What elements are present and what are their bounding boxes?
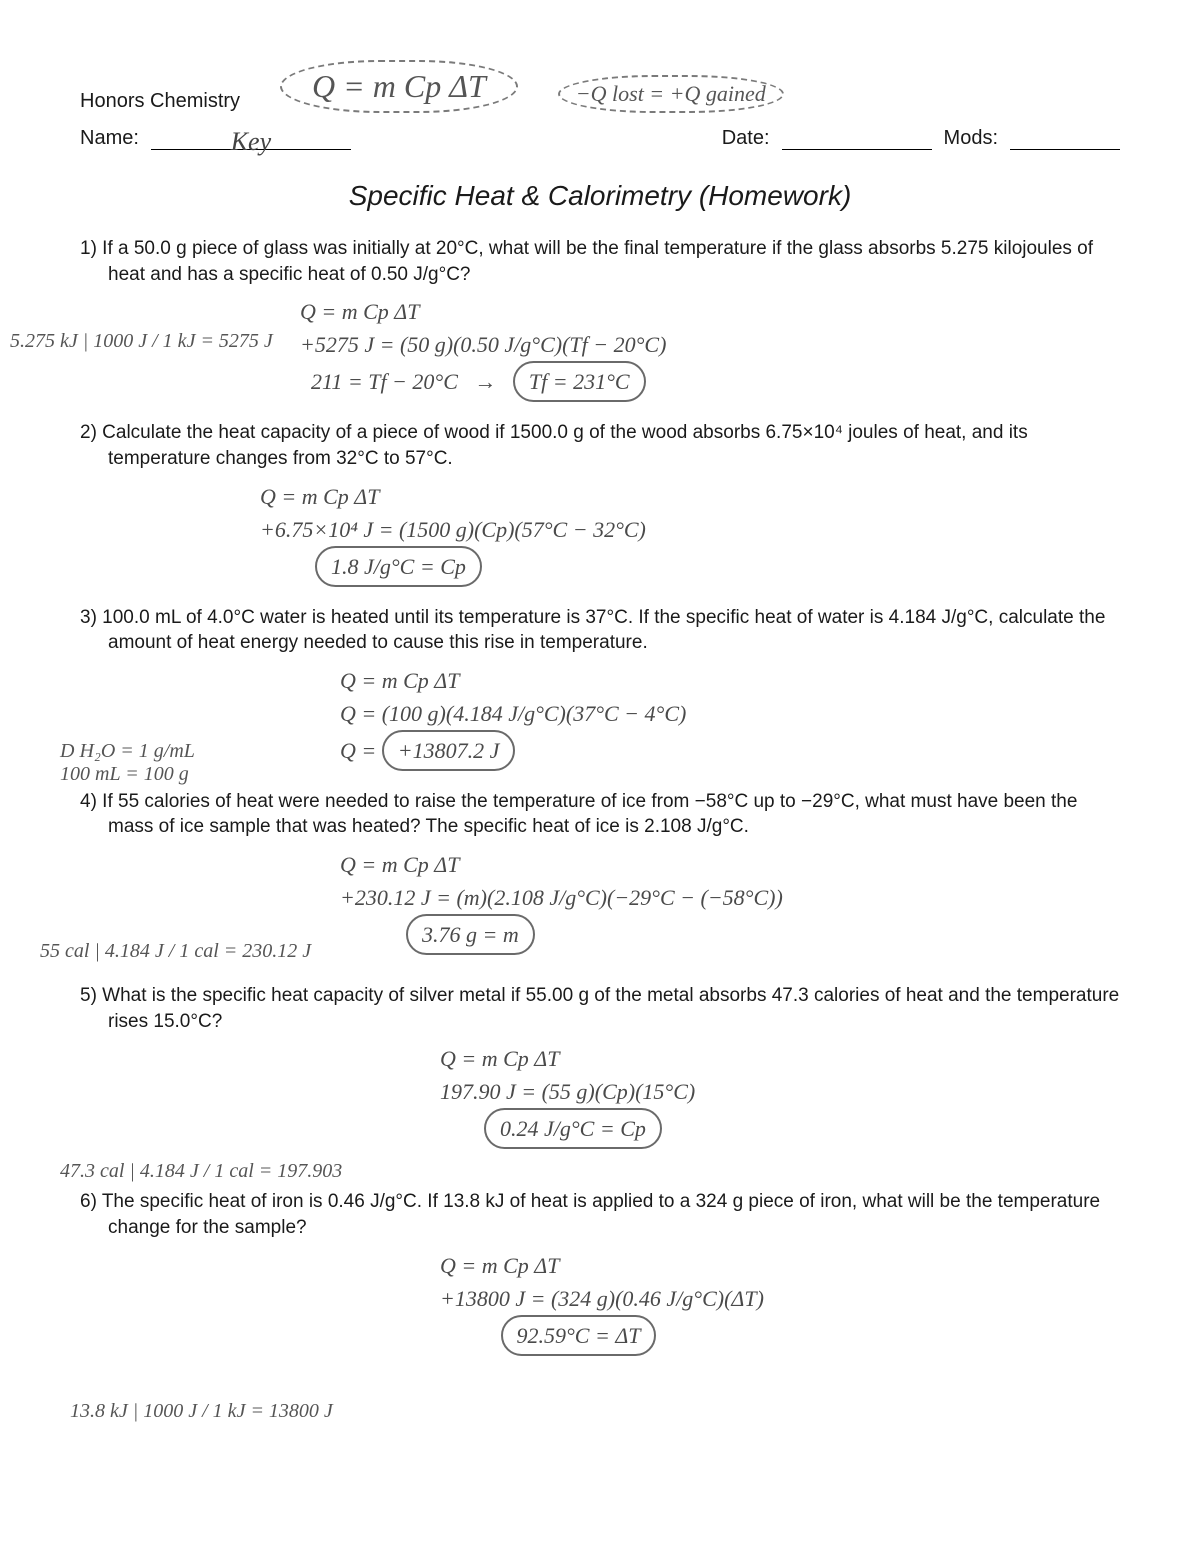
- problem-1-work: Q = m Cp ΔT +5275 J = (50 g)(0.50 J/g°C)…: [300, 295, 1120, 402]
- problem-3: 3) 100.0 mL of 4.0°C water is heated unt…: [80, 605, 1120, 771]
- header-row: Honors Chemistry Q = m Cp ΔT −Q lost = +…: [80, 60, 1120, 113]
- problem-5: 5) What is the specific heat capacity of…: [80, 983, 1120, 1149]
- problem-6-text: 6) The specific heat of iron is 0.46 J/g…: [80, 1189, 1120, 1240]
- date-blank: [782, 127, 932, 150]
- name-label: Name:: [80, 127, 139, 150]
- problem-1-sidework: 5.275 kJ | 1000 J / 1 kJ = 5275 J: [10, 330, 273, 353]
- name-value: Key: [151, 127, 351, 150]
- course-title: Honors Chemistry: [80, 90, 240, 113]
- date-label: Date:: [722, 127, 770, 150]
- formula-side: −Q lost = +Q gained: [558, 75, 784, 113]
- problem-6-work: Q = m Cp ΔT +13800 J = (324 g)(0.46 J/g°…: [440, 1249, 1120, 1356]
- problem-4-answer: 3.76 g = m: [406, 914, 535, 955]
- problem-4-text: 4) If 55 calories of heat were needed to…: [80, 789, 1120, 840]
- problem-3-answer: +13807.2 J: [382, 730, 516, 771]
- problem-4-sidework: 55 cal | 4.184 J / 1 cal = 230.12 J: [40, 940, 311, 963]
- problem-4-work: Q = m Cp ΔT +230.12 J = (m)(2.108 J/g°C)…: [340, 848, 1120, 955]
- problem-6-answer: 92.59°C = ΔT: [501, 1315, 657, 1356]
- problem-5-answer: 0.24 J/g°C = Cp: [484, 1108, 662, 1149]
- problem-5-sidework: 47.3 cal | 4.184 J / 1 cal = 197.903: [60, 1160, 342, 1183]
- worksheet-title: Specific Heat & Calorimetry (Homework): [80, 180, 1120, 212]
- problem-4: 4) If 55 calories of heat were needed to…: [80, 789, 1120, 955]
- problem-5-text: 5) What is the specific heat capacity of…: [80, 983, 1120, 1034]
- mods-blank: [1010, 127, 1120, 150]
- problem-6: 6) The specific heat of iron is 0.46 J/g…: [80, 1189, 1120, 1355]
- problem-2: 2) Calculate the heat capacity of a piec…: [80, 420, 1120, 586]
- problem-2-answer: 1.8 J/g°C = Cp: [315, 546, 482, 587]
- mods-label: Mods:: [944, 127, 998, 150]
- problem-1-text: 1) If a 50.0 g piece of glass was initia…: [80, 236, 1120, 287]
- problem-3-sidework: D H₂O = 1 g/mL 100 mL = 100 g: [60, 740, 195, 786]
- problem-2-text: 2) Calculate the heat capacity of a piec…: [80, 420, 1120, 471]
- problem-3-work: Q = m Cp ΔT Q = (100 g)(4.184 J/g°C)(37°…: [340, 664, 1120, 771]
- problem-6-sidework: 13.8 kJ | 1000 J / 1 kJ = 13800 J: [70, 1400, 333, 1423]
- problem-1-answer: Tf = 231°C: [513, 361, 646, 402]
- worksheet-page: Honors Chemistry Q = m Cp ΔT −Q lost = +…: [0, 0, 1200, 1553]
- problem-1: 1) If a 50.0 g piece of glass was initia…: [80, 236, 1120, 402]
- name-date-row: Name: Key Date: Mods:: [80, 127, 1120, 150]
- formula-main: Q = m Cp ΔT: [280, 60, 518, 113]
- problem-5-work: Q = m Cp ΔT 197.90 J = (55 g)(Cp)(15°C) …: [440, 1042, 1120, 1149]
- problem-2-work: Q = m Cp ΔT +6.75×10⁴ J = (1500 g)(Cp)(5…: [260, 480, 1120, 587]
- problem-3-text: 3) 100.0 mL of 4.0°C water is heated unt…: [80, 605, 1120, 656]
